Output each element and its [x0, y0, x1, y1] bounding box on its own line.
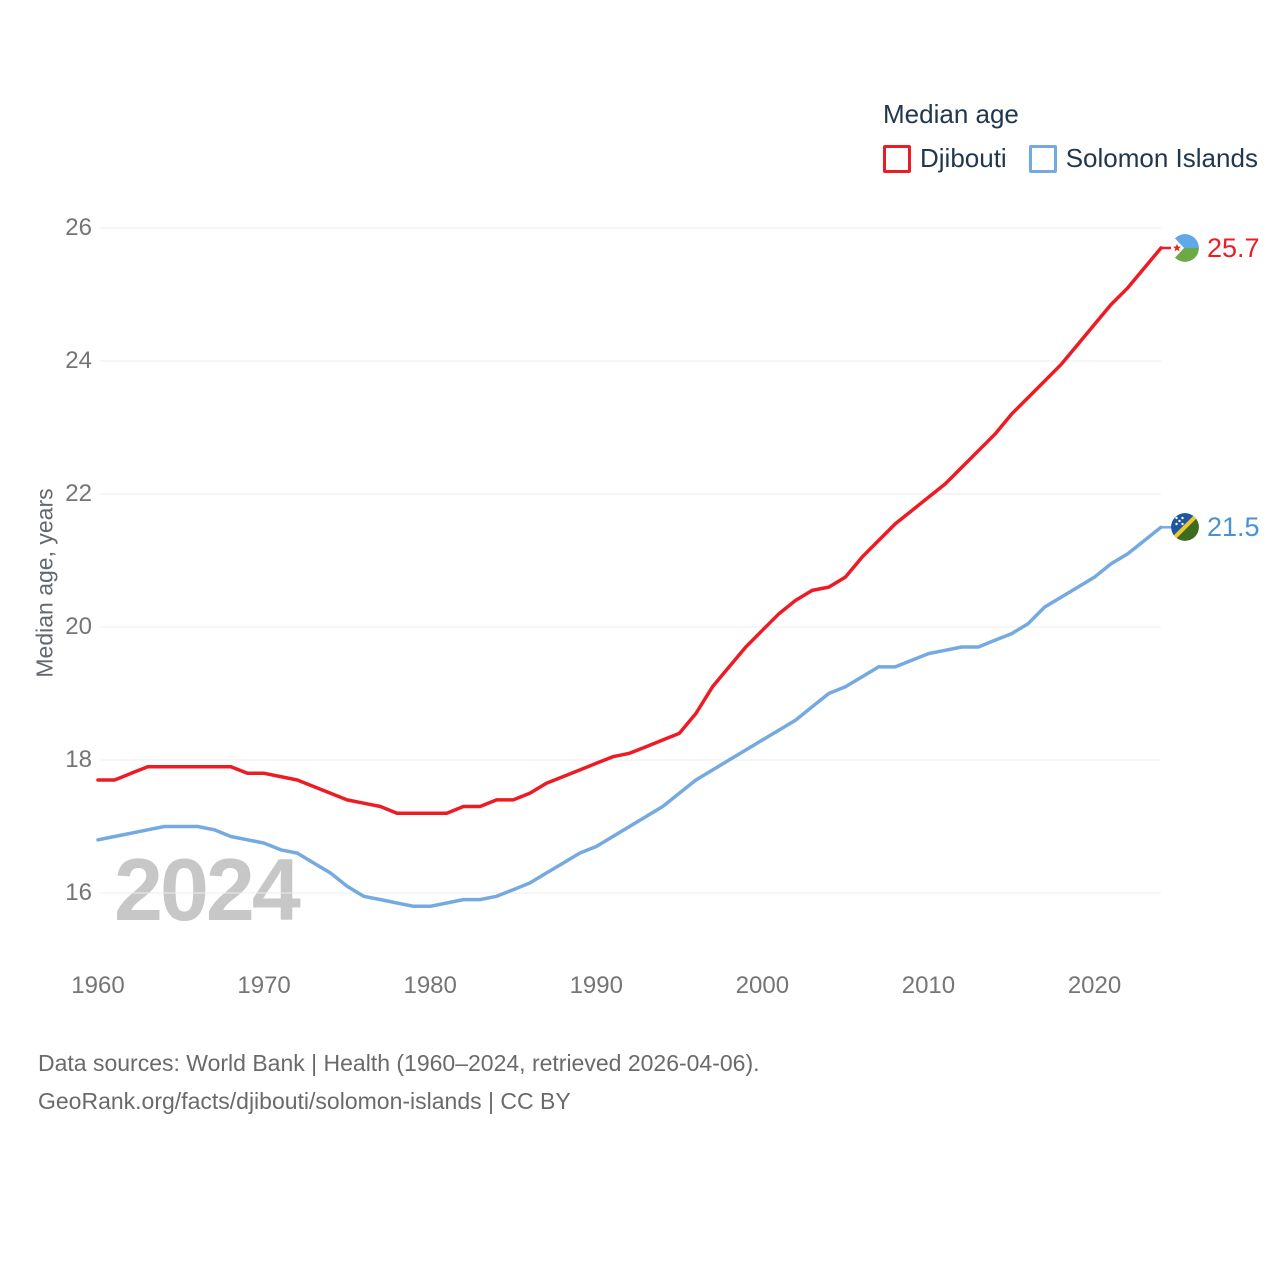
legend-swatch-solomon-islands [1028, 144, 1057, 173]
watermark-year: 2024 [114, 840, 301, 939]
x-tick-1980: 1980 [403, 972, 457, 999]
legend-label-solomon-islands: Solomon Islands [1065, 143, 1258, 173]
series-line-solomon-islands [96, 525, 1163, 909]
legend-label-djibouti: Djibouti [920, 143, 1007, 173]
series-line-djibouti [96, 246, 1163, 815]
legend-item-djibouti[interactable]: Djibouti [883, 143, 1007, 174]
y-tick-22: 22 [65, 480, 92, 507]
x-tick-2020: 2020 [1067, 972, 1122, 999]
legend: Median age Djibouti Solomon Islands [883, 99, 1258, 174]
end-value-solomon-islands: 21.5 [1207, 512, 1260, 543]
footer-sources: Data sources: World Bank | Health (1960–… [38, 1050, 760, 1076]
footer: Data sources: World Bank | Health (1960–… [38, 1044, 760, 1120]
legend-swatch-djibouti [883, 144, 911, 173]
legend-items: Djibouti Solomon Islands [883, 143, 1258, 174]
djibouti-flag-icon [1171, 233, 1199, 262]
y-tick-20: 20 [65, 613, 92, 640]
solomon-islands-flag-icon [1171, 513, 1199, 542]
legend-title: Median age [883, 99, 1019, 129]
x-tick-2000: 2000 [735, 972, 790, 999]
y-axis-title: Median age, years [31, 488, 58, 678]
y-tick-26: 26 [65, 214, 92, 241]
end-label-djibouti: 25.7 [1171, 232, 1260, 263]
y-tick-16: 16 [65, 879, 92, 906]
x-tick-1960: 1960 [71, 972, 125, 999]
x-tick-1970: 1970 [237, 972, 291, 999]
x-tick-2010: 2010 [901, 972, 956, 999]
y-tick-24: 24 [65, 347, 92, 374]
x-tick-1990: 1990 [569, 972, 623, 999]
end-label-solomon-islands: 21.5 [1171, 512, 1260, 543]
legend-item-solomon-islands[interactable]: Solomon Islands [1028, 143, 1258, 174]
end-value-djibouti: 25.7 [1207, 232, 1260, 263]
footer-attribution: GeoRank.org/facts/djibouti/solomon-islan… [38, 1088, 571, 1114]
y-tick-18: 18 [65, 746, 92, 773]
